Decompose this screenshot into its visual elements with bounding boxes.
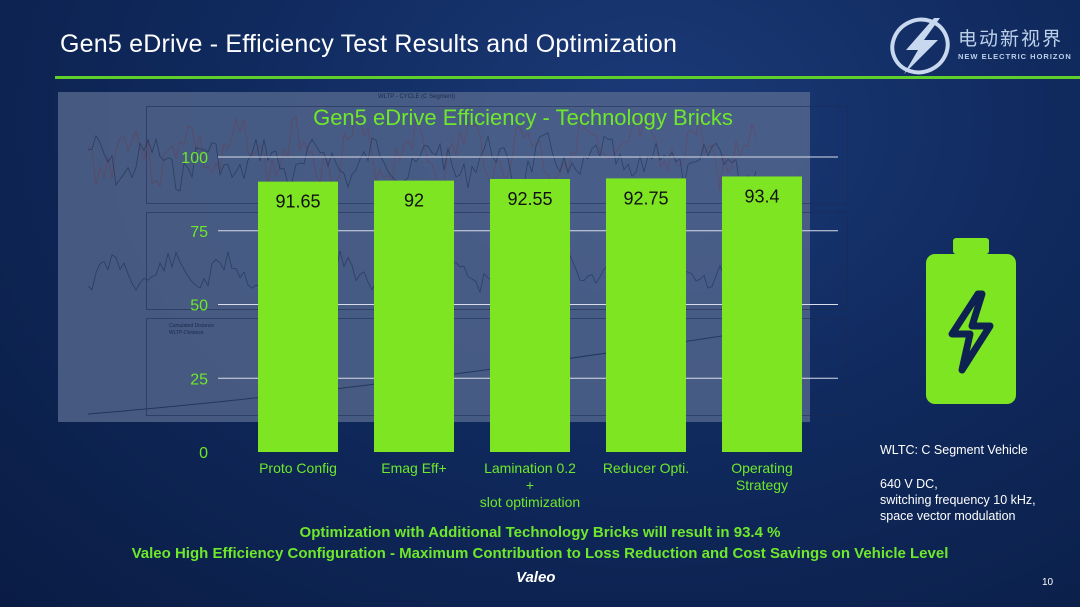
bar <box>258 181 338 452</box>
y-tick-label: 50 <box>190 298 208 315</box>
x-category-label: Lamination 0.2 + slot optimization <box>479 460 581 510</box>
wltp-legend-item: WLTP-Distance <box>169 330 204 336</box>
wltp-legend-item: Cumulated Distance <box>169 323 215 329</box>
note-voltage: 640 V DC, <box>880 477 938 491</box>
logo-text-en: NEW ELECTRIC HORIZON <box>958 52 1072 61</box>
bar-value-label: 92 <box>404 191 424 211</box>
x-category-label: Proto Config <box>259 460 337 476</box>
bar <box>374 180 454 452</box>
footer-summary: Optimization with Additional Technology … <box>299 524 781 541</box>
lightning-globe-icon <box>890 17 950 75</box>
bar <box>606 178 686 452</box>
x-category-label: Operating Strategy <box>731 460 793 493</box>
note-switching: switching frequency 10 kHz, <box>880 493 1036 507</box>
bar-value-label: 92.55 <box>507 189 552 209</box>
bar <box>490 178 570 453</box>
bar-value-label: 93.4 <box>744 186 779 206</box>
y-tick-label: 100 <box>181 150 208 167</box>
note-modulation: space vector modulation <box>880 509 1016 523</box>
battery-charging-icon <box>926 238 1016 404</box>
page-number: 10 <box>1042 577 1054 588</box>
y-tick-label: 75 <box>190 224 208 241</box>
bar-value-label: 92.75 <box>623 188 668 208</box>
page-title: Gen5 eDrive - Efficiency Test Results an… <box>60 30 678 58</box>
y-tick-label: 25 <box>190 371 208 388</box>
title-divider <box>55 76 1080 79</box>
logo-text-cn: 电动新视界 <box>958 28 1064 50</box>
chart-title: Gen5 eDrive Efficiency - Technology Bric… <box>313 105 733 130</box>
bar-value-label: 91.65 <box>275 192 320 212</box>
x-category-label: Emag Eff+ <box>381 460 447 476</box>
wltp-figure-title: WLTP - CYCLE (C Segment) <box>378 94 456 100</box>
x-category-label: Reducer Opti. <box>602 460 690 476</box>
y-tick-label: 0 <box>199 445 208 462</box>
footer-conclusion: Valeo High Efficiency Configuration - Ma… <box>131 545 949 562</box>
valeo-logo: Valeo <box>516 569 556 586</box>
bar <box>722 176 802 452</box>
note-vehicle: WLTC: C Segment Vehicle <box>880 443 1028 457</box>
